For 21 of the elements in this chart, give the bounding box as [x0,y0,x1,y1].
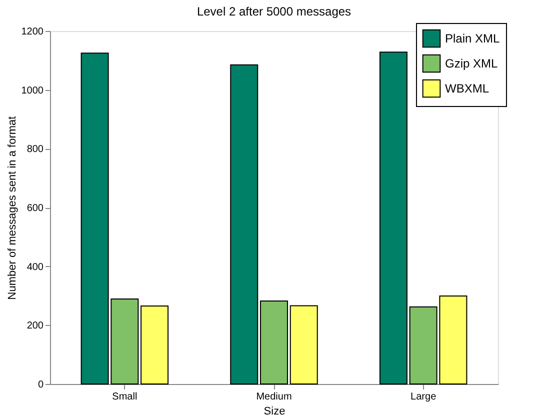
bar [379,52,408,384]
y-tick-label: 200 [26,320,44,332]
y-tick-label: 0 [38,380,44,390]
y-tick-label: 1200 [21,26,44,38]
bar [230,64,258,384]
bar [260,300,288,384]
bar [140,306,169,384]
x-tick-label: Large [410,392,437,402]
y-tick-label: 1000 [21,85,44,96]
y-tick-label: 400 [26,262,44,273]
bar [290,305,318,384]
y-axis-title: Number of messages sent in a format [6,116,18,300]
y-tick-label: 800 [26,144,44,156]
x-tick-label: Medium [256,392,292,402]
x-axis-title: Size [264,406,286,418]
y-tick-label: 600 [26,203,44,214]
legend-label: Gzip XML [445,56,498,70]
x-tick-label: Small [112,392,138,402]
chart-title: Level 2 after 5000 messages [196,4,352,18]
legend-label: Plain XML [445,32,500,46]
legend-label: WBXML [445,82,490,96]
